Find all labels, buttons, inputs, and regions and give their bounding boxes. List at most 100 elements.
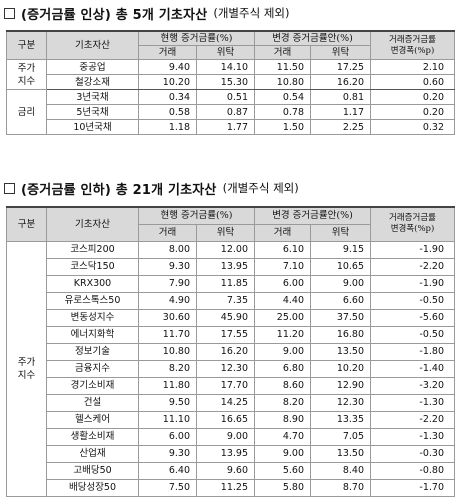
new-trade: 5.80 (254, 478, 311, 497)
table-row: 코스닥150 9.30 13.95 7.10 10.65 -2.20 (7, 257, 456, 276)
new-trade: 8.90 (254, 410, 311, 429)
asset-name: 정보기술 (46, 342, 139, 361)
asset-name: 10년국채 (46, 119, 139, 135)
change-value: 2.10 (370, 59, 456, 75)
header-change-line2: 변경폭(%p) (390, 224, 435, 235)
cur-consign: 14.25 (196, 393, 255, 412)
new-consign: 0.81 (309, 89, 372, 105)
change-value: -0.80 (370, 461, 456, 480)
cur-consign: 17.55 (196, 325, 255, 344)
new-trade: 4.70 (254, 427, 311, 446)
table-row: 철강소재 10.20 15.30 10.80 16.20 0.60 (7, 74, 456, 90)
new-consign: 7.05 (309, 427, 372, 446)
cur-consign: 12.00 (196, 240, 255, 259)
change-value: -2.20 (370, 410, 456, 429)
new-trade: 8.60 (254, 376, 311, 395)
header-category: 구분 (6, 30, 47, 60)
change-value: -5.60 (370, 308, 456, 327)
cur-consign: 9.00 (196, 427, 255, 446)
cur-consign: 16.20 (196, 342, 255, 361)
asset-name: 유로스톡스50 (46, 291, 139, 310)
table-row: KRX300 7.90 11.85 6.00 9.00 -1.90 (7, 274, 456, 293)
new-trade: 4.40 (254, 291, 311, 310)
header-change-line2: 변경폭(%p) (390, 45, 435, 56)
cur-consign: 7.35 (196, 291, 255, 310)
cur-trade: 10.20 (138, 74, 197, 90)
change-value: 0.20 (370, 89, 456, 105)
cur-trade: 7.90 (138, 274, 197, 293)
cur-trade: 10.80 (138, 342, 197, 361)
cur-consign: 13.95 (196, 257, 255, 276)
table-row: 경기소비재 11.80 17.70 8.60 12.90 -3.20 (7, 376, 456, 395)
header-current: 현행 증거금률(%) (138, 30, 255, 46)
header-current-consign: 위탁 (196, 45, 255, 60)
table-decrease: 구분 기초자산 현행 증거금률(%) 변경 증거금률안(%) 거래증거금률 변경… (6, 206, 456, 497)
header-category: 구분 (6, 206, 47, 242)
asset-name: 변동성지수 (46, 308, 139, 327)
new-consign: 6.60 (309, 291, 372, 310)
table-row: 고배당50 6.40 9.60 5.60 8.40 -0.80 (7, 461, 456, 480)
new-trade: 25.00 (254, 308, 311, 327)
new-trade: 9.00 (254, 444, 311, 463)
category-cell: 금리 (6, 89, 47, 135)
cur-trade: 7.50 (138, 478, 197, 497)
table-row: 금리 3년국채 0.34 0.51 0.54 0.81 0.20 (6, 89, 456, 135)
header-change-line1: 거래증거금률 (389, 34, 436, 45)
cur-consign: 0.51 (196, 89, 255, 105)
table-row: 금융지수 8.20 12.30 6.80 10.20 -1.40 (7, 359, 456, 378)
new-consign: 8.40 (309, 461, 372, 480)
cur-trade: 30.60 (138, 308, 197, 327)
change-value: 0.20 (370, 104, 456, 120)
new-trade: 10.80 (254, 74, 311, 90)
cur-trade: 11.10 (138, 410, 197, 429)
change-value: 0.32 (370, 119, 456, 135)
asset-name: 철강소재 (46, 74, 139, 90)
new-consign: 13.50 (309, 444, 372, 463)
cur-trade: 6.40 (138, 461, 197, 480)
section1-subheading: (개별주식 제외) (213, 6, 290, 20)
cur-consign: 12.30 (196, 359, 255, 378)
new-consign: 16.20 (309, 74, 372, 90)
table-row: 배당성장50 7.50 11.25 5.80 8.70 -1.70 (7, 478, 456, 497)
table-row: 산업재 9.30 13.95 9.00 13.50 -0.30 (7, 444, 456, 463)
cur-consign: 16.65 (196, 410, 255, 429)
new-trade: 7.10 (254, 257, 311, 276)
section2-title: (증거금률 인하) 총 21개 기초자산 (개별주식 제외) (4, 178, 299, 198)
category-label: 주가 지수 (17, 62, 36, 87)
header-asset: 기초자산 (46, 30, 139, 60)
new-consign: 9.15 (309, 240, 372, 259)
new-consign: 2.25 (309, 119, 372, 135)
change-value: -0.30 (370, 444, 456, 463)
cur-consign: 14.10 (196, 59, 255, 75)
new-trade: 6.00 (254, 274, 311, 293)
header-change: 거래증거금률 변경폭(%p) (370, 206, 456, 242)
cur-trade: 9.30 (138, 257, 197, 276)
cur-consign: 11.25 (196, 478, 255, 497)
change-value: -1.40 (370, 359, 456, 378)
new-consign: 13.50 (309, 342, 372, 361)
new-consign: 13.35 (309, 410, 372, 429)
cur-trade: 8.20 (138, 359, 197, 378)
cur-consign: 11.85 (196, 274, 255, 293)
cur-consign: 13.95 (196, 444, 255, 463)
new-consign: 17.25 (309, 59, 372, 75)
asset-name: 중공업 (46, 59, 139, 75)
header-current: 현행 증거금률(%) (138, 206, 255, 225)
cur-consign: 15.30 (196, 74, 255, 90)
header-proposed-consign: 위탁 (309, 223, 372, 242)
new-consign: 16.80 (309, 325, 372, 344)
section2-subheading: (개별주식 제외) (222, 181, 299, 195)
new-trade: 5.60 (254, 461, 311, 480)
new-consign: 37.50 (309, 308, 372, 327)
asset-name: 5년국채 (46, 104, 139, 120)
new-consign: 8.70 (309, 478, 372, 497)
table-row: 유로스톡스50 4.90 7.35 4.40 6.60 -0.50 (7, 291, 456, 310)
new-trade: 11.50 (254, 59, 311, 75)
cur-consign: 9.60 (196, 461, 255, 480)
category-label: 주가 지수 (17, 356, 36, 381)
new-trade: 0.78 (254, 104, 311, 120)
table-row: 에너지화학 11.70 17.55 11.20 16.80 -0.50 (7, 325, 456, 344)
header-current-trade: 거래 (138, 45, 197, 60)
new-consign: 10.65 (309, 257, 372, 276)
header-current-trade: 거래 (138, 223, 197, 242)
